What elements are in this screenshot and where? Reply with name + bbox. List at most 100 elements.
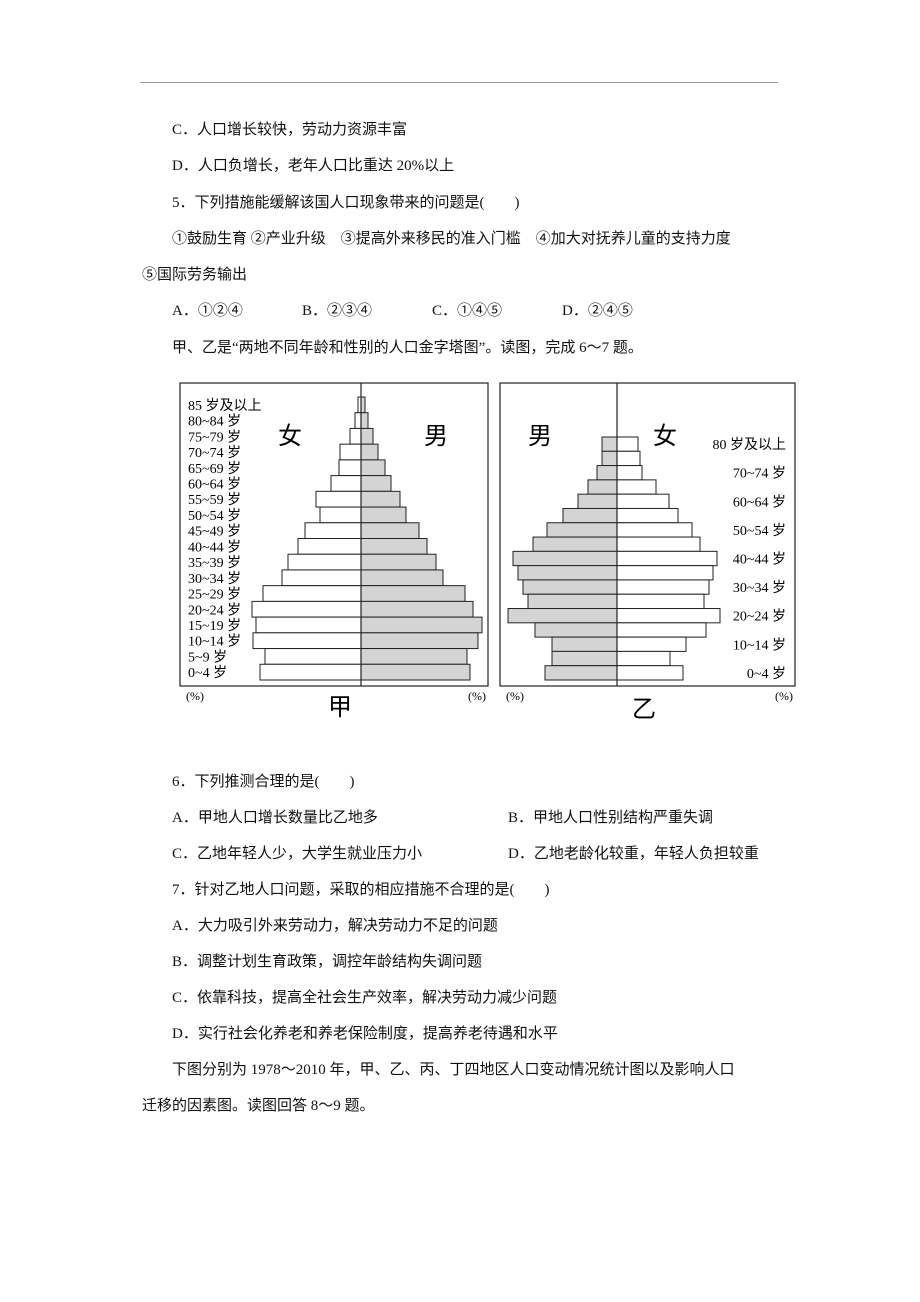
bar-right (360, 427, 374, 445)
bar-left (319, 506, 362, 524)
bar-left (251, 600, 362, 618)
bar-right (616, 493, 670, 509)
bar-left (562, 507, 618, 524)
age-label: 0~4 岁 (747, 666, 786, 682)
intro: 迁移的因素图。读图回答 8～9 题。 (142, 1098, 375, 1114)
question: 5．下列措施能缓解该国人口现象带来的问题是( ) (172, 195, 520, 211)
sex-label: 女 (278, 423, 302, 450)
bar-right (616, 565, 714, 581)
age-label: 30~34 岁 (188, 571, 241, 587)
bar-right (360, 616, 483, 634)
bar-right (360, 475, 392, 492)
bar-right (360, 553, 437, 571)
option: C．①④⑤ (432, 303, 503, 319)
option: D．②④⑤ (562, 303, 633, 319)
sex-label: 女 (653, 423, 677, 450)
option: D．人口负增长，老年人口比重达 20%以上 (172, 158, 455, 174)
bar-right (616, 650, 671, 667)
bar-right (360, 569, 444, 587)
bar-right (616, 593, 705, 610)
bar-right (360, 522, 420, 539)
figure-frame (499, 382, 796, 687)
bar-right (360, 585, 466, 602)
bar-left (601, 436, 618, 452)
bar-left (601, 450, 618, 467)
age-label: 10~14 岁 (733, 637, 786, 653)
bar-left (527, 593, 618, 610)
bar-left (544, 665, 618, 681)
bar-right (616, 636, 687, 652)
bar-right (616, 507, 679, 524)
bar-right (360, 490, 401, 508)
bar-left (287, 553, 362, 571)
bar-right (616, 436, 639, 452)
intro: 下图分别为 1978～2010 年，甲、乙、丙、丁四地区人口变动情况统计图以及影… (172, 1062, 735, 1078)
age-label: 75~79 岁 (188, 429, 241, 445)
age-label: 20~24 岁 (188, 602, 241, 618)
figure-frame (179, 382, 489, 687)
option: B．调整计划生育政策，调控年龄结构失调问题 (172, 954, 483, 970)
items: ①鼓励生育 ②产业升级 ③提高外来移民的准入门槛 ④加大对抚养儿童的支持力度 (172, 231, 731, 247)
bar-left (262, 585, 362, 602)
age-label: 65~69 岁 (188, 461, 241, 477)
age-label: 20~24 岁 (733, 609, 786, 625)
bar-right (360, 538, 428, 555)
age-label: 60~64 岁 (733, 494, 786, 510)
bar-left (522, 579, 618, 595)
age-label: 80 岁及以上 (713, 437, 787, 453)
bar-left (551, 636, 618, 652)
bar-right (616, 465, 643, 481)
option: D．实行社会化养老和养老保险制度，提高养老待遇和水平 (172, 1026, 558, 1042)
question: 7．针对乙地人口问题，采取的相应措施不合理的是( ) (172, 882, 550, 898)
bar-right (616, 665, 684, 681)
bar-left (259, 663, 362, 681)
option: B．②③④ (302, 303, 373, 319)
bar-left (264, 648, 362, 665)
unit-label: (%) (775, 689, 793, 703)
age-label: 50~54 岁 (188, 508, 241, 524)
age-label: 70~74 岁 (188, 445, 241, 461)
bar-right (360, 506, 407, 524)
bar-left (512, 550, 618, 567)
figure-caption: 甲 (328, 695, 352, 721)
age-label: 55~59 岁 (188, 492, 241, 508)
bar-right (616, 522, 693, 538)
bar-right (616, 579, 710, 595)
bar-right (616, 536, 701, 552)
bar-left (596, 465, 618, 481)
unit-label: (%) (468, 689, 486, 703)
bar-right (360, 648, 468, 665)
bar-left (339, 443, 362, 461)
age-label: 15~19 岁 (188, 618, 241, 634)
top-rule (140, 82, 778, 83)
age-label: 50~54 岁 (733, 523, 786, 539)
bar-left (315, 490, 362, 508)
unit-label: (%) (186, 689, 204, 703)
bar-left (577, 493, 618, 509)
option: C．人口增长较快，劳动力资源丰富 (172, 122, 408, 138)
age-label: 85 岁及以上 (188, 398, 262, 414)
bar-right (616, 479, 657, 495)
bar-right (360, 459, 386, 477)
bar-right (360, 600, 474, 618)
items: ⑤国际劳务输出 (142, 267, 248, 283)
sex-label: 男 (424, 424, 448, 450)
option: A．大力吸引外来劳动力，解决劳动力不足的问题 (172, 918, 498, 934)
age-label: 40~44 岁 (733, 552, 786, 568)
bar-left (297, 538, 362, 555)
bar-left (255, 616, 362, 634)
bar-left (252, 632, 362, 650)
bar-right (360, 443, 379, 461)
age-label: 80~84 岁 (188, 414, 241, 430)
bar-left (349, 427, 362, 445)
option: C．依靠科技，提高全社会生产效率，解决劳动力减少问题 (172, 990, 558, 1006)
bar-left (517, 565, 618, 581)
age-label: 35~39 岁 (188, 555, 241, 571)
question: 6．下列推测合理的是( ) (172, 774, 355, 790)
age-label: 60~64 岁 (188, 476, 241, 492)
bar-right (616, 608, 721, 624)
bar-left (281, 569, 362, 587)
option: A．①②④ (172, 303, 243, 319)
age-label: 10~14 岁 (188, 634, 241, 650)
